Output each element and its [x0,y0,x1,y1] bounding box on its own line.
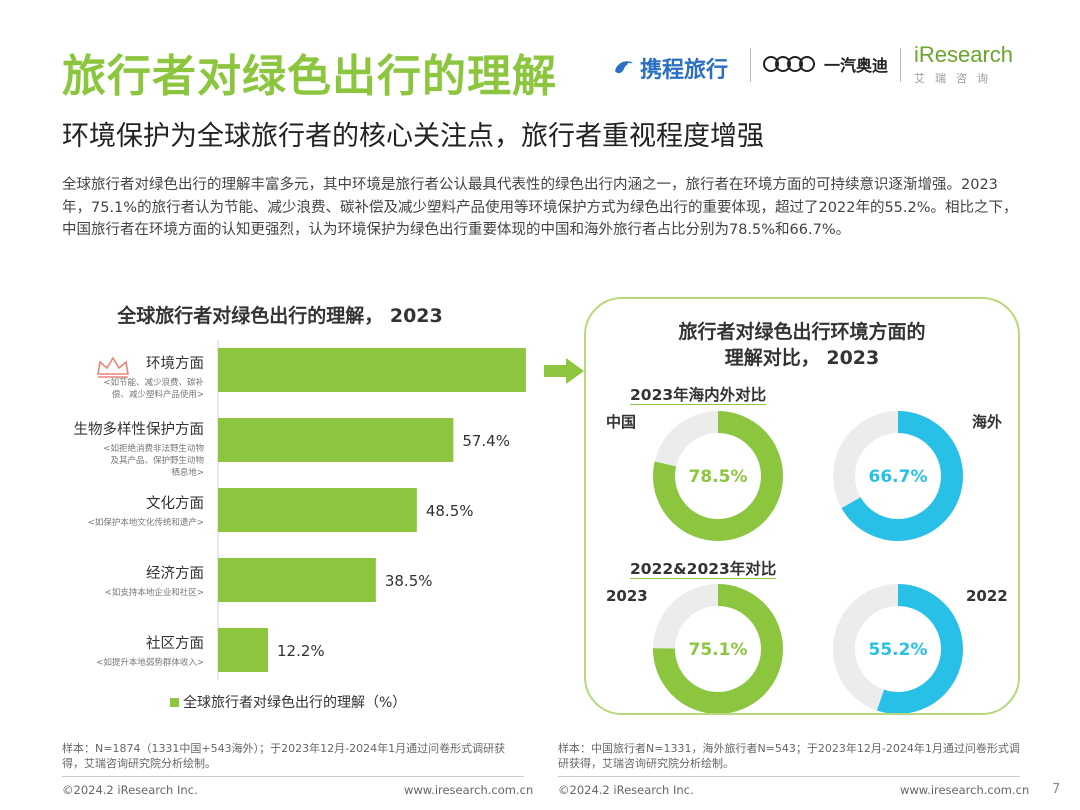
page-subtitle: 环境保护为全球旅行者的核心关注点，旅行者重视程度增强 [62,121,764,152]
footer-divider [62,776,524,777]
section-title-region: 2023年海内外对比 [630,386,767,404]
bar-category-note: <如节能、减少浪费、碳补 [103,377,204,388]
footer-copyright: ©2024.2 iResearch Inc. [558,783,694,797]
donut-value-label: 75.1% [689,640,748,660]
bar-category-note: <如保护本地文化传统和遗产> [88,517,204,528]
bar-chart-title: 全球旅行者对绿色出行的理解， 2023 [116,304,443,327]
arrow-right-icon [544,358,584,384]
iresearch-logo-text: iResearch [914,42,1014,67]
bar-category-note: 及其产品、保护野生动物 [110,455,204,466]
footer-url[interactable]: www.iresearch.com.cn [404,783,534,797]
iresearch-logo-cn: 艾瑞咨询 [914,72,998,85]
crown-icon [97,356,129,378]
bar-category-note: 偿、减少塑料产品使用> [112,389,204,400]
donut-label-2022: 2022 [966,587,1008,605]
donut-value-label: 55.2% [869,640,928,660]
sample-note-right: 样本：中国旅行者N=1331，海外旅行者N=543；于2023年12月-2024… [558,742,1020,770]
bar-category-label: 社区方面 [146,635,204,652]
comparison-panel: 旅行者对绿色出行环境方面的 理解对比， 2023 2023年海内外对比 中国 海… [584,297,1020,715]
donut-label-china: 中国 [606,413,637,431]
ctrip-logo-text: 携程旅行 [640,58,729,83]
donut-label-overseas: 海外 [972,413,1003,431]
donut-slice [653,584,783,713]
footer-divider [558,776,1020,777]
sample-note-left: 样本：N=1874（1331中国+543海外）；于2023年12月-2024年1… [62,742,506,770]
logo-divider [750,48,751,82]
bar-category-note: 栖息地> [171,467,204,478]
bar-4 [218,628,269,672]
bar-category-label: 环境方面 [146,354,204,372]
bar-category-label: 经济方面 [146,565,204,582]
footer-copyright: ©2024.2 iResearch Inc. [62,783,198,797]
ctrip-dolphin-icon [615,61,633,74]
bar-category-label: 文化方面 [146,495,204,512]
section-title-year: 2022&2023年对比 [630,560,777,578]
bar-3 [218,558,376,602]
bar-chart: 全球旅行者对绿色出行的理解， 2023 75.1%环境方面<如节能、减少浪费、碳… [74,304,526,711]
donut-value-label: 66.7% [869,467,928,487]
legend-swatch [170,698,179,707]
bar-0 [218,348,526,392]
bar-category-note: <如支持本地企业和社区> [105,587,204,598]
bar-category-note: <如提升本地弱势群体收入> [96,657,204,668]
page-number: 7 [1052,782,1061,797]
audi-logo: 一汽奥迪 [762,52,888,76]
intro-paragraph: 全球旅行者对绿色出行的理解丰富多元，其中环境是旅行者公认最具代表性的绿色出行内涵… [62,177,1018,238]
audi-rings-icon [763,56,815,72]
audi-logo-text: 一汽奥迪 [824,56,889,75]
legend-label: 全球旅行者对绿色出行的理解（%） [183,694,406,711]
ctrip-logo: 携程旅行 [612,52,728,84]
bar-2 [218,488,417,532]
bar-value-label: 48.5% [426,502,474,520]
bar-category-note: <如拒绝消费非法野生动物 [103,443,204,454]
footer-url[interactable]: www.iresearch.com.cn [900,783,1030,797]
donut-slice [833,411,963,541]
donut-slice [653,411,783,541]
bar-value-label: 57.4% [462,432,510,450]
bar-category-label: 生物多样性保护方面 [74,421,205,438]
bar-1 [218,418,454,462]
logo-divider [900,48,901,82]
page-title: 旅行者对绿色出行的理解 [62,51,557,102]
donut-slice [833,584,963,713]
donut-charts: 78.5% 66.7% 75.1% 55.2% [653,411,963,713]
bar-value-label: 38.5% [385,572,433,590]
iresearch-logo: iResearch 艾瑞咨询 [914,42,1024,86]
donut-label-2023: 2023 [606,587,648,605]
donut-value-label: 78.5% [689,467,748,487]
panel-title-line1: 旅行者对绿色出行环境方面的 [678,321,926,343]
bar-value-label: 12.2% [277,642,325,660]
panel-title-line2: 理解对比， 2023 [724,347,880,369]
